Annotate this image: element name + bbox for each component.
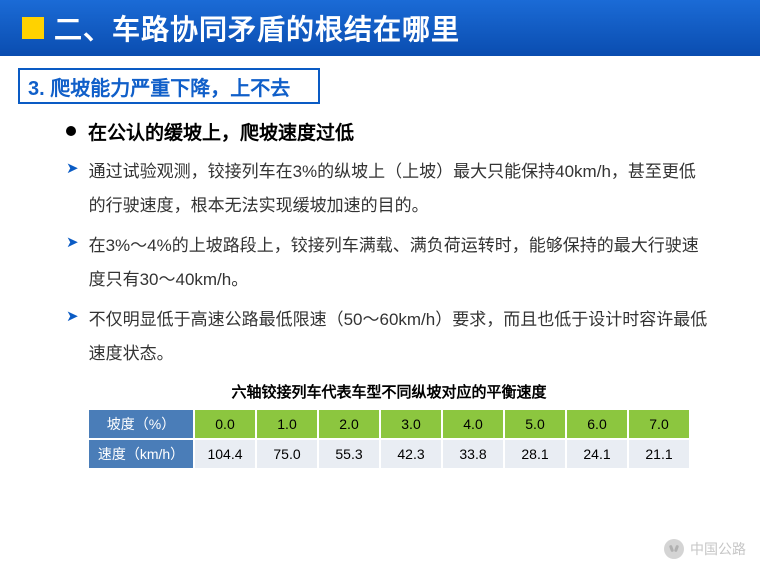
table-row: 速度（km/h） 104.4 75.0 55.3 42.3 33.8 28.1 … [88,439,690,469]
lead-text: 在公认的缓坡上，爬坡速度过低 [88,118,354,145]
bullet-text: 在3%～4%的上坡路段上，铰接列车满载、满负荷运转时，能够保持的最大行驶速度只有… [89,229,712,297]
speed-cell: 104.4 [194,439,256,469]
row-header: 坡度（%） [88,409,194,439]
slide-header: 二、车路协同矛盾的根结在哪里 [0,0,760,56]
speed-cell: 33.8 [442,439,504,469]
slope-cell: 6.0 [566,409,628,439]
chevron-icon: ➤ [66,233,79,251]
slope-cell: 5.0 [504,409,566,439]
speed-table: 坡度（%） 0.0 1.0 2.0 3.0 4.0 5.0 6.0 7.0 速度… [87,408,691,470]
speed-cell: 42.3 [380,439,442,469]
lead-row: 在公认的缓坡上，爬坡速度过低 [66,118,712,145]
speed-cell: 28.1 [504,439,566,469]
bullet-text: 通过试验观测，铰接列车在3%的纵坡上（上坡）最大只能保持40km/h，甚至更低的… [89,155,712,223]
slope-cell: 4.0 [442,409,504,439]
bullet-dot-icon [66,126,76,136]
speed-cell: 24.1 [566,439,628,469]
row-header: 速度（km/h） [88,439,194,469]
slope-cell: 2.0 [318,409,380,439]
bullet-item: ➤ 在3%～4%的上坡路段上，铰接列车满载、满负荷运转时，能够保持的最大行驶速度… [66,229,712,297]
slope-cell: 3.0 [380,409,442,439]
watermark-text: 中国公路 [690,539,746,559]
bullet-text: 不仅明显低于高速公路最低限速（50～60km/h）要求，而且也低于设计时容许最低… [89,303,712,371]
bullet-item: ➤ 通过试验观测，铰接列车在3%的纵坡上（上坡）最大只能保持40km/h，甚至更… [66,155,712,223]
slide-title: 二、车路协同矛盾的根结在哪里 [54,8,460,48]
section-subhead-text: 3. 爬坡能力严重下降，上不去 [28,72,290,101]
content-area: 在公认的缓坡上，爬坡速度过低 ➤ 通过试验观测，铰接列车在3%的纵坡上（上坡）最… [0,104,760,470]
slope-cell: 1.0 [256,409,318,439]
speed-cell: 55.3 [318,439,380,469]
watermark: 中国公路 [664,539,746,559]
slope-cell: 7.0 [628,409,690,439]
slope-cell: 0.0 [194,409,256,439]
speed-cell: 75.0 [256,439,318,469]
chevron-icon: ➤ [66,307,79,325]
speed-cell: 21.1 [628,439,690,469]
section-subhead: 3. 爬坡能力严重下降，上不去 [18,68,320,104]
table-row: 坡度（%） 0.0 1.0 2.0 3.0 4.0 5.0 6.0 7.0 [88,409,690,439]
bullet-item: ➤ 不仅明显低于高速公路最低限速（50～60km/h）要求，而且也低于设计时容许… [66,303,712,371]
wechat-icon [664,539,684,559]
table-title: 六轴铰接列车代表车型不同纵坡对应的平衡速度 [66,381,712,402]
chevron-icon: ➤ [66,159,79,177]
header-accent-square [22,17,44,39]
